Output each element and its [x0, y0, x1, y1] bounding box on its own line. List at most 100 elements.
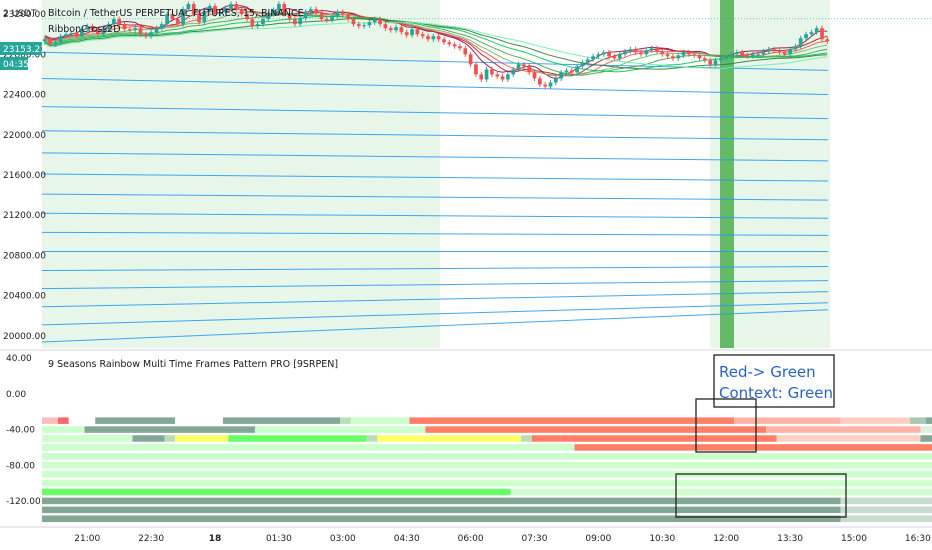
- short-ribbon-line: [44, 8, 828, 76]
- candle-body: [383, 24, 388, 29]
- candle-body: [649, 48, 654, 51]
- candle-body: [218, 12, 223, 15]
- candle-body: [181, 9, 185, 25]
- long-ribbon-line: [41, 302, 829, 326]
- candle-body: [766, 49, 771, 52]
- annotation-line-1: Red-> Green: [719, 363, 816, 381]
- season-segment: [840, 506, 932, 514]
- candle-body: [170, 14, 175, 20]
- season-segment: [377, 435, 522, 442]
- x-tick-label: 21:00: [74, 534, 100, 544]
- season-segment: [350, 417, 410, 424]
- season-segment: [366, 435, 378, 442]
- candle-body: [255, 24, 260, 27]
- candle-body: [101, 29, 106, 35]
- long-ribbon-line: [41, 152, 829, 162]
- candle-body: [298, 18, 303, 25]
- axes: 23200.00 22800.00 22400.00 22000.00 21600.00…: [3, 10, 931, 544]
- season-segment: [42, 506, 841, 514]
- candle-body: [293, 19, 297, 25]
- candle-body: [213, 6, 217, 15]
- candle-body: [340, 12, 345, 15]
- candle-body: [202, 11, 207, 23]
- candle-body: [713, 60, 718, 65]
- bullish-zone-1: [42, 0, 440, 348]
- candle-body: [724, 56, 729, 59]
- grid-lines: [0, 18, 932, 528]
- candle-body: [90, 26, 95, 31]
- season-segment: [175, 435, 229, 442]
- trend-zones: [42, 0, 830, 348]
- candle-body: [420, 34, 425, 37]
- candle-body: [506, 74, 510, 80]
- candle-body: [372, 19, 377, 23]
- candle-body: [580, 62, 585, 67]
- short-ribbon-line: [44, 18, 828, 70]
- season-segment: [920, 426, 932, 433]
- main-y-tick-label: 21600.00: [3, 171, 46, 181]
- candle-body: [277, 4, 281, 11]
- countdown-badge: [0, 57, 28, 70]
- candle-body: [825, 39, 830, 42]
- candle-body: [388, 28, 393, 31]
- candle-body: [591, 56, 595, 60]
- indicator-y-tick-label: -40.00: [6, 426, 35, 436]
- candle-body: [69, 33, 74, 35]
- highlight-box-upper: [695, 398, 757, 453]
- annotation-line-2: Context: Green: [719, 384, 833, 402]
- season-segment: [223, 417, 341, 424]
- indicator-ribboncross-label[interactable]: RibbonCross2D: [48, 24, 121, 35]
- candle-body: [351, 19, 356, 25]
- main-y-tick-label: 20400.00: [3, 292, 46, 302]
- candle-body: [543, 84, 548, 87]
- candle-body: [394, 27, 398, 31]
- annotation-box: [713, 354, 835, 408]
- candle-body: [127, 29, 132, 31]
- candle-body: [644, 50, 649, 55]
- candle-body: [761, 51, 766, 55]
- candle-body: [426, 36, 430, 40]
- candle-body: [798, 38, 803, 47]
- season-segment: [521, 435, 532, 442]
- season-segment: [510, 488, 932, 496]
- indicator-y-tick-label: -120.00: [6, 497, 41, 507]
- candle-body: [346, 14, 351, 20]
- candle-body: [687, 52, 691, 55]
- candle-body: [708, 60, 713, 65]
- season-segment: [42, 417, 58, 424]
- candle-body: [782, 52, 787, 55]
- candle-body: [564, 70, 569, 73]
- candle-body: [261, 19, 265, 25]
- x-tick-label: 18: [209, 534, 222, 544]
- candle-body: [154, 28, 159, 33]
- long-ribbon-line: [41, 266, 829, 272]
- season-segment: [42, 497, 841, 505]
- candle-body: [239, 9, 244, 15]
- candle-body: [175, 19, 180, 25]
- main-y-tick-label: 22400.00: [3, 91, 46, 101]
- candle-body: [804, 34, 808, 39]
- candle-body: [814, 28, 819, 33]
- candle-body: [309, 9, 313, 13]
- season-segment: [920, 435, 932, 442]
- season-segment: [228, 435, 367, 442]
- candle-body: [149, 32, 154, 37]
- symbol-title[interactable]: Bitcoin / TetherUS PERPETUAL FUTURES, 15…: [48, 8, 304, 19]
- main-y-tick-label: 22000.00: [3, 131, 46, 141]
- candle-body: [750, 54, 755, 57]
- long-ribbon-line: [41, 130, 829, 141]
- short-ribbon-line: [44, 11, 828, 77]
- candle-body: [399, 27, 404, 33]
- candle-body: [623, 51, 627, 55]
- season-segment: [409, 417, 735, 424]
- candle-body: [548, 82, 553, 87]
- season-segment: [840, 497, 932, 505]
- season-segment: [132, 435, 165, 442]
- candle-body: [633, 49, 638, 53]
- indicator-seasons-label[interactable]: 9 Seasons Rainbow Multi Time Frames Patt…: [48, 359, 338, 370]
- candle-body: [356, 24, 361, 27]
- long-ribbon-line: [41, 106, 829, 120]
- ribbon-lines: [41, 4, 829, 343]
- candle-body: [617, 54, 622, 59]
- highlight-box-lower: [675, 473, 847, 518]
